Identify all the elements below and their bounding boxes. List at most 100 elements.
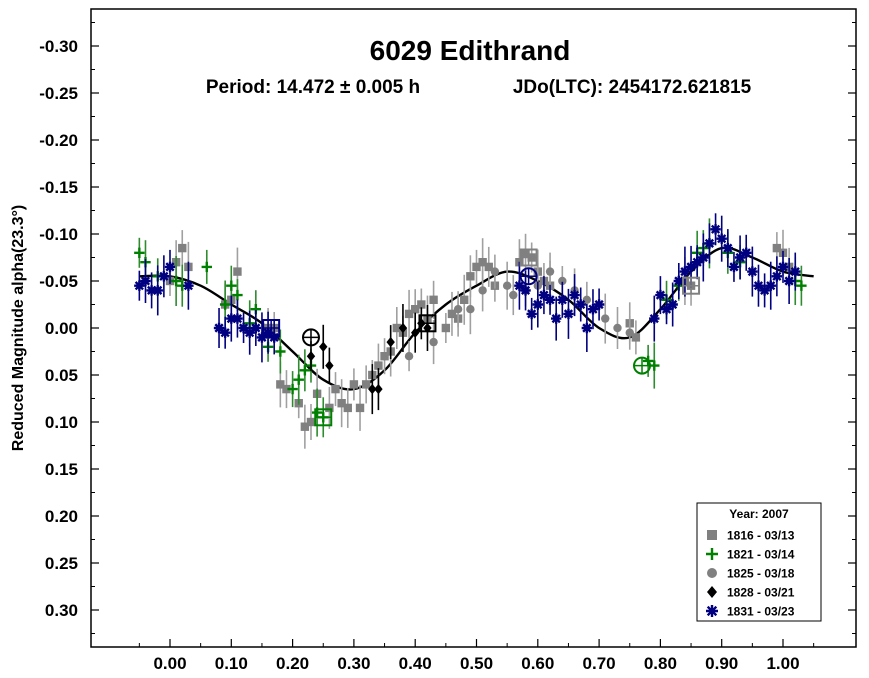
square-mark (429, 295, 438, 304)
data-point (256, 332, 268, 343)
data-point (152, 285, 163, 296)
data-point (429, 337, 438, 347)
data-point (716, 233, 727, 244)
highlight-cross (683, 277, 700, 294)
data-point (158, 271, 170, 282)
asterisk-mark (262, 327, 274, 338)
circle-mark (545, 267, 555, 276)
y-tick-label: 0.30 (45, 601, 78, 620)
square-mark (349, 380, 359, 389)
square-mark (631, 333, 641, 342)
data-point (134, 247, 145, 258)
data-point (398, 322, 408, 334)
data-point (386, 336, 395, 348)
y-tick-label: 0.05 (45, 366, 78, 385)
plus-mark (706, 548, 718, 560)
data-point (753, 280, 764, 291)
square-mark (417, 300, 426, 309)
data-point (502, 281, 512, 290)
data-point (355, 403, 365, 413)
data-point (526, 308, 537, 320)
data-point (238, 322, 249, 334)
asterisk-mark (544, 294, 556, 305)
data-point (232, 313, 243, 324)
asterisk-mark (587, 304, 599, 315)
legend-entry-label: 1828 - 03/21 (727, 586, 795, 600)
x-tick-label: 0.80 (644, 654, 677, 673)
circle-mark (478, 286, 487, 295)
asterisk-mark (563, 308, 574, 320)
diamond-mark (707, 586, 717, 598)
asterisk-mark (777, 261, 789, 273)
asterisk-mark (649, 313, 660, 324)
data-point (337, 399, 346, 408)
asterisk-mark (722, 242, 734, 254)
plus-mark (134, 247, 145, 258)
plus-mark (275, 346, 286, 357)
data-point (478, 286, 487, 295)
data-point (306, 351, 316, 362)
circle-mark (613, 323, 622, 333)
asterisk-mark (679, 266, 691, 277)
y-tick-label: -0.05 (39, 272, 78, 291)
square-mark (361, 380, 371, 389)
y-tick-label: -0.20 (39, 131, 78, 150)
asterisk-mark (716, 233, 727, 244)
data-point (404, 309, 414, 319)
plus-mark (232, 289, 243, 301)
data-point (521, 248, 530, 257)
data-point (226, 280, 237, 291)
legend-marker (706, 605, 718, 617)
data-point (704, 238, 715, 249)
diamond-mark (411, 327, 420, 338)
data-point (790, 266, 801, 277)
square-mark (460, 295, 469, 304)
y-tick-label: 0.20 (45, 507, 78, 526)
legend-title: Year: 2007 (729, 507, 789, 521)
circle-mark (466, 305, 475, 314)
data-point (673, 275, 684, 287)
data-point (164, 261, 176, 273)
legend-marker (706, 548, 718, 560)
diamond-mark (368, 383, 377, 395)
asterisk-mark (673, 275, 684, 287)
data-point (661, 304, 672, 315)
data-point (244, 327, 255, 338)
data-point (728, 261, 740, 273)
data-point (722, 242, 734, 254)
legend: Year: 2007 1816 - 03/13 1821 - 03/14 1825 … (696, 502, 822, 622)
legend-entry-label: 1816 - 03/13 (727, 529, 795, 543)
asterisk-mark (741, 247, 752, 258)
data-point (429, 295, 438, 304)
asterisk-mark (164, 261, 176, 273)
asterisk-mark (520, 285, 531, 296)
square-mark (282, 384, 291, 394)
circle-mark (453, 305, 463, 314)
asterisk-mark (152, 285, 163, 296)
square-mark (521, 248, 530, 257)
data-point (796, 280, 807, 291)
data-point (741, 247, 752, 258)
data-point (146, 285, 157, 296)
asterisk-mark (232, 313, 243, 324)
asterisk-mark (183, 280, 194, 291)
data-point (300, 422, 310, 431)
data-point (679, 266, 691, 277)
asterisk-mark (685, 261, 697, 273)
legend-entry-label: 1831 - 03/23 (727, 605, 795, 619)
asterisk-mark (538, 289, 550, 301)
x-tick-label: 0.90 (705, 654, 738, 673)
large-markers (262, 248, 701, 427)
axis-ticks: 0.00 0.10 0.20 0.30 0.40 0.50 0.60 0.70 0.80 0.90… (39, 22, 856, 673)
data-point (250, 322, 262, 334)
asterisk-mark (244, 327, 255, 338)
data-point (140, 275, 151, 287)
highlight-cross (520, 249, 537, 266)
data-point (575, 299, 586, 310)
asterisk-mark (765, 280, 776, 291)
data-point (478, 258, 487, 267)
asterisk-mark (514, 280, 525, 291)
asterisk-mark (698, 252, 709, 263)
x-tick-label: 1.00 (766, 654, 799, 673)
data-point (299, 365, 311, 376)
